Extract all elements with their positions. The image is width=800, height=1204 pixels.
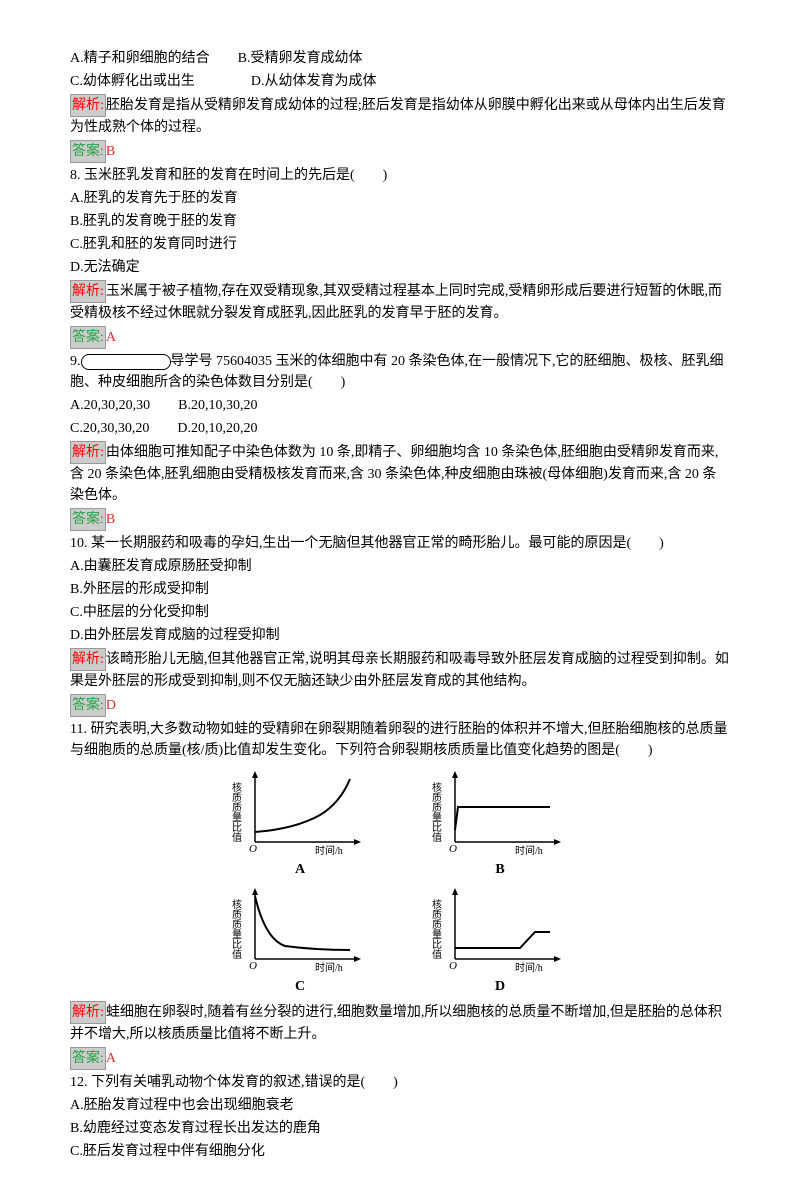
chart-b-svg: 核质质量比值 O 时间/h xyxy=(425,767,575,857)
analysis-text: 蛙细胞在卵裂时,随着有丝分裂的进行,细胞数量增加,所以细胞核的总质量不断增加,但… xyxy=(70,1005,722,1042)
chart-xlabel: 时间/h xyxy=(315,961,343,974)
chart-xlabel: 时间/h xyxy=(515,844,543,857)
q11-answer: 答案:A xyxy=(70,1047,730,1070)
chart-c-label: C xyxy=(295,976,305,997)
answer-value: D xyxy=(106,698,116,713)
analysis-text: 该畸形胎儿无脑,但其他器官正常,说明其母亲长期服药和吸毒导致外胚层发育成脑的过程… xyxy=(70,652,729,689)
bubble-icon xyxy=(81,354,171,370)
q11-analysis: 解析:蛙细胞在卵裂时,随着有丝分裂的进行,细胞数量增加,所以细胞核的总质量不断增… xyxy=(70,1001,730,1045)
chart-d-svg: 核质质量比值 O 时间/h xyxy=(425,884,575,974)
option-d: D.从幼体发育为成体 xyxy=(251,74,377,89)
answer-label: 答案: xyxy=(70,508,106,531)
q9-opt-ab: A.20,30,20,30 B.20,10,30,20 xyxy=(70,395,730,416)
analysis-label: 解析: xyxy=(70,441,106,464)
analysis-label: 解析: xyxy=(70,280,106,303)
q8-opt-d: D.无法确定 xyxy=(70,257,730,278)
answer-value: B xyxy=(106,144,115,159)
chart-ylabel: 核质质量比值 xyxy=(430,781,442,843)
option-c: C.幼体孵化出或出生 xyxy=(70,74,195,89)
option-b: B.受精卵发育成幼体 xyxy=(238,51,363,66)
chart-ylabel: 核质质量比值 xyxy=(230,898,242,960)
q10-stem: 10. 某一长期服药和吸毒的孕妇,生出一个无脑但其他器官正常的畸形胎儿。最可能的… xyxy=(70,533,730,554)
q10-opt-b: B.外胚层的形成受抑制 xyxy=(70,579,730,600)
q8-answer: 答案:A xyxy=(70,326,730,349)
chart-ylabel: 核质质量比值 xyxy=(230,781,242,843)
q10-answer: 答案:D xyxy=(70,694,730,717)
chart-d: 核质质量比值 O 时间/h D xyxy=(410,884,590,997)
answer-value: A xyxy=(106,1051,116,1066)
chart-b: 核质质量比值 O 时间/h B xyxy=(410,767,590,880)
q10-analysis: 解析:该畸形胎儿无脑,但其他器官正常,说明其母亲长期服药和吸毒导致外胚层发育成脑… xyxy=(70,648,730,692)
q8-stem: 8. 玉米胚乳发育和胚的发育在时间上的先后是( ) xyxy=(70,165,730,186)
chart-d-label: D xyxy=(495,976,505,997)
charts-container: 核质质量比值 O 时间/h A 核质质量比值 O 时间/h B 核质质量比值 xyxy=(210,767,590,997)
answer-1: 答案:B xyxy=(70,140,730,163)
option-row-ab: A.精子和卵细胞的结合 B.受精卵发育成幼体 xyxy=(70,48,730,69)
analysis-text: 玉米属于被子植物,存在双受精现象,其双受精过程基本上同时完成,受精卵形成后要进行… xyxy=(70,284,722,321)
answer-label: 答案: xyxy=(70,140,106,163)
q9-stem: 9.导学号 75604035 玉米的体细胞中有 20 条染色体,在一般情况下,它… xyxy=(70,351,730,393)
q8-opt-b: B.胚乳的发育晚于胚的发育 xyxy=(70,211,730,232)
answer-label: 答案: xyxy=(70,694,106,717)
chart-xlabel: 时间/h xyxy=(515,961,543,974)
chart-c: 核质质量比值 O 时间/h C xyxy=(210,884,390,997)
analysis-label: 解析: xyxy=(70,1001,106,1024)
chart-c-svg: 核质质量比值 O 时间/h xyxy=(225,884,375,974)
answer-value: B xyxy=(106,512,115,527)
analysis-text: 胚胎发育是指从受精卵发育成幼体的过程;胚后发育是指幼体从卵膜中孵化出来或从母体内… xyxy=(70,98,726,135)
q12-opt-a: A.胚胎发育过程中也会出现细胞衰老 xyxy=(70,1095,730,1116)
q10-opt-d: D.由外胚层发育成脑的过程受抑制 xyxy=(70,625,730,646)
origin-label: O xyxy=(449,960,457,972)
q10-opt-c: C.中胚层的分化受抑制 xyxy=(70,602,730,623)
chart-a-label: A xyxy=(295,859,305,880)
answer-value: A xyxy=(106,330,116,345)
q8-opt-c: C.胚乳和胚的发育同时进行 xyxy=(70,234,730,255)
analysis-label: 解析: xyxy=(70,648,106,671)
chart-xlabel: 时间/h xyxy=(315,844,343,857)
chart-a: 核质质量比值 O 时间/h A xyxy=(210,767,390,880)
origin-label: O xyxy=(249,960,257,972)
answer-label: 答案: xyxy=(70,1047,106,1070)
q12-stem: 12. 下列有关哺乳动物个体发育的叙述,错误的是( ) xyxy=(70,1072,730,1093)
chart-b-label: B xyxy=(495,859,504,880)
q11-stem: 11. 研究表明,大多数动物如蛙的受精卵在卵裂期随着卵裂的进行胚胎的体积并不增大… xyxy=(70,719,730,761)
q12-opt-b: B.幼鹿经过变态发育过程长出发达的鹿角 xyxy=(70,1118,730,1139)
q8-opt-a: A.胚乳的发育先于胚的发育 xyxy=(70,188,730,209)
option-row-cd: C.幼体孵化出或出生 D.从幼体发育为成体 xyxy=(70,71,730,92)
origin-label: O xyxy=(249,843,257,855)
analysis-label: 解析: xyxy=(70,94,106,117)
q12-opt-c: C.胚后发育过程中伴有细胞分化 xyxy=(70,1141,730,1162)
origin-label: O xyxy=(449,843,457,855)
analysis-text: 由体细胞可推知配子中染色体数为 10 条,即精子、卵细胞均含 10 条染色体,胚… xyxy=(70,445,718,503)
answer-label: 答案: xyxy=(70,326,106,349)
chart-ylabel: 核质质量比值 xyxy=(430,898,442,960)
option-a: A.精子和卵细胞的结合 xyxy=(70,51,210,66)
q9-answer: 答案:B xyxy=(70,508,730,531)
q9-opt-cd: C.20,30,30,20 D.20,10,20,20 xyxy=(70,418,730,439)
analysis-1: 解析:胚胎发育是指从受精卵发育成幼体的过程;胚后发育是指幼体从卵膜中孵化出来或从… xyxy=(70,94,730,138)
chart-a-svg: 核质质量比值 O 时间/h xyxy=(225,767,375,857)
q8-analysis: 解析:玉米属于被子植物,存在双受精现象,其双受精过程基本上同时完成,受精卵形成后… xyxy=(70,280,730,324)
q9-prefix: 9. xyxy=(70,354,81,369)
q10-opt-a: A.由囊胚发育成原肠胚受抑制 xyxy=(70,556,730,577)
q9-analysis: 解析:由体细胞可推知配子中染色体数为 10 条,即精子、卵细胞均含 10 条染色… xyxy=(70,441,730,506)
